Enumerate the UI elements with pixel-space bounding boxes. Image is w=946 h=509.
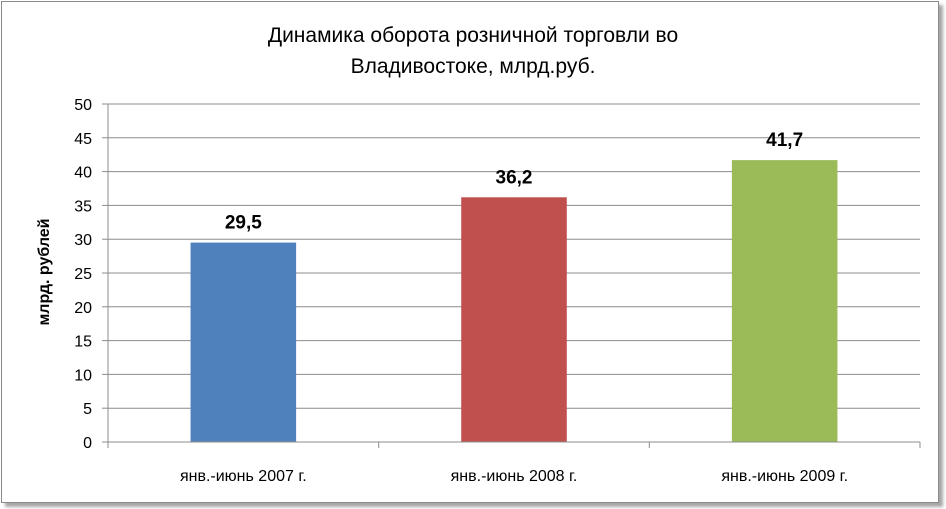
- y-tick-label: 20: [74, 300, 92, 317]
- category-label-3: янв.-июнь 2009 г.: [721, 468, 848, 485]
- data-label-2: 36,2: [496, 167, 533, 188]
- data-labels: 29,5 36,2 41,7: [225, 130, 803, 233]
- y-tick-label: 10: [74, 367, 92, 384]
- chart-title-line-1: Динамика оборота розничной торговли во: [268, 24, 678, 47]
- category-label-2: янв.-июнь 2008 г.: [451, 468, 578, 485]
- data-label-3: 41,7: [766, 130, 803, 151]
- axes: [102, 103, 921, 448]
- y-tick-label: 30: [74, 232, 92, 249]
- bar-2: [461, 197, 567, 442]
- y-tick-label: 45: [74, 131, 92, 148]
- y-tick-label: 25: [74, 266, 92, 283]
- y-tick-labels: 0 5 10 15 20 25 30 35 40 45 50: [74, 97, 92, 452]
- y-axis-label: млрд. рублей: [36, 218, 53, 325]
- category-labels: янв.-июнь 2007 г. янв.-июнь 2008 г. янв.-и…: [180, 468, 848, 485]
- y-tick-label: 15: [74, 334, 92, 351]
- y-tick-label: 0: [83, 435, 92, 452]
- chart-title-line-2: Владивостоке, млрд.руб.: [351, 55, 596, 78]
- y-tick-label: 50: [74, 97, 92, 114]
- bar-1: [190, 242, 297, 442]
- data-label-1: 29,5: [225, 213, 262, 234]
- y-tick-label: 40: [74, 165, 92, 182]
- y-tick-label: 35: [74, 198, 92, 215]
- bars: [190, 160, 838, 442]
- y-tick-label: 5: [83, 401, 92, 418]
- bar-3: [731, 160, 838, 442]
- category-label-1: янв.-июнь 2007 г.: [180, 468, 307, 485]
